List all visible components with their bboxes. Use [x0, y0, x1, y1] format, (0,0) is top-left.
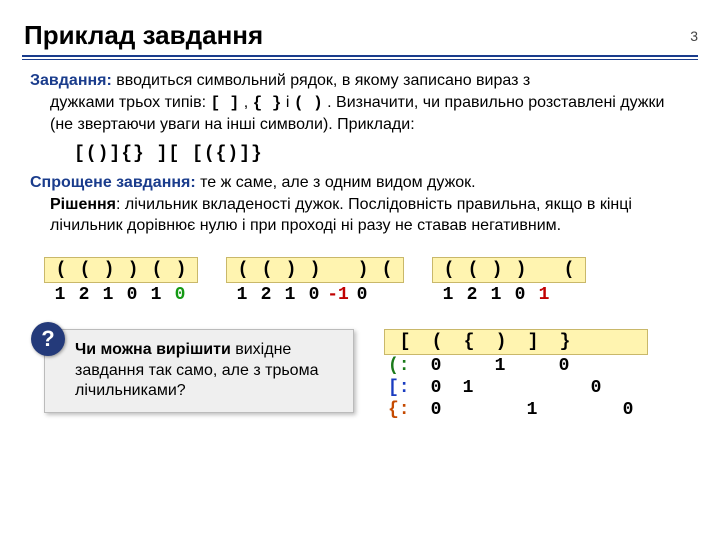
bracket-pa: ( ) — [294, 94, 323, 112]
examples: [()]{} ][ [({)]} — [74, 142, 690, 166]
block-2-vals: 1210-10 — [226, 283, 404, 307]
question-icon: ? — [31, 322, 65, 356]
row-paren: (: 010 — [384, 355, 648, 377]
bracket-cu: { } — [253, 94, 282, 112]
right-block: [({)]} (: 010 [: 010 {: 010 — [384, 329, 648, 421]
solution-line: Рішення: лічильник вкладеності дужок. По… — [30, 194, 690, 237]
block-1-vals: 121010 — [44, 283, 198, 307]
question-bold: Чи можна вирішити — [75, 341, 231, 358]
row-square-label: [: — [388, 378, 420, 398]
block-3-head: (())( — [432, 257, 586, 283]
row-curly-vals: 010 — [420, 400, 644, 420]
simple-text: те ж саме, але з одним видом дужок. — [196, 174, 476, 191]
simple-label: Спрощене завдання: — [30, 174, 196, 191]
question-box: ? Чи можна вирішити вихідне завдання так… — [44, 329, 354, 413]
bottom-row: ? Чи можна вирішити вихідне завдання так… — [0, 329, 720, 421]
task-line: Завдання: вводиться символьний рядок, в … — [30, 70, 690, 92]
counter-blocks: (())() 121010 (()))( 1210-10 (())( 12101 — [44, 257, 720, 307]
task-text-1: вводиться символьний рядок, в якому запи… — [112, 72, 530, 89]
row-square: [: 010 — [384, 377, 648, 399]
task-text-2: дужками трьох типів: — [50, 94, 210, 111]
block-3: (())( 12101 — [432, 257, 586, 307]
block-2: (()))( 1210-10 — [226, 257, 404, 307]
block-2-head: (()))( — [226, 257, 404, 283]
task-label: Завдання: — [30, 72, 112, 89]
row-curly: {: 010 — [384, 399, 648, 421]
block-1: (())() 121010 — [44, 257, 198, 307]
right-head: [({)]} — [384, 329, 648, 355]
rule-thick — [22, 55, 698, 57]
row-square-vals: 010 — [420, 378, 612, 398]
row-paren-label: (: — [388, 356, 420, 376]
slide-title: Приклад завдання — [24, 20, 720, 51]
block-1-head: (())() — [44, 257, 198, 283]
body-text: Завдання: вводиться символьний рядок, в … — [30, 70, 690, 237]
task-text-4: і — [281, 94, 293, 111]
task-line-2: дужками трьох типів: [ ] , { } і ( ) . В… — [30, 92, 690, 136]
task-text-3: , — [239, 94, 252, 111]
solution-label: Рішення — [50, 196, 116, 213]
block-3-vals: 12101 — [432, 283, 586, 307]
rule-thin — [22, 59, 698, 60]
simple-line: Спрощене завдання: те ж саме, але з одни… — [30, 172, 690, 194]
solution-text: : лічильник вкладеності дужок. Послідовн… — [50, 196, 632, 235]
row-curly-label: {: — [388, 400, 420, 420]
row-paren-vals: 010 — [420, 356, 612, 376]
bracket-sq: [ ] — [210, 94, 239, 112]
question-text: Чи можна вирішити вихідне завдання так с… — [75, 340, 339, 402]
page-number: 3 — [690, 28, 698, 44]
